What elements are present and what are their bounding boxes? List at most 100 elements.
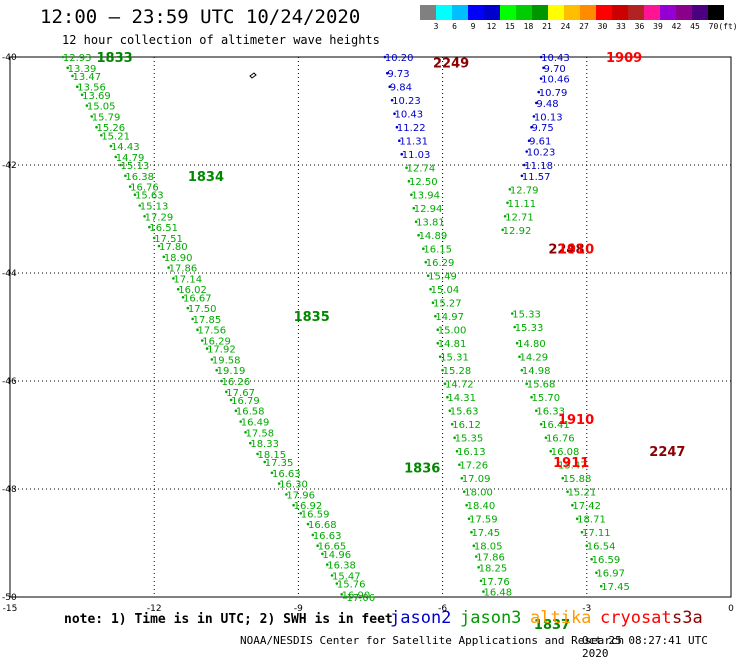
data-label-jason3: 16.49 [241,418,270,429]
data-point-jason3 [446,395,449,399]
data-label-jason3: 19.19 [217,366,246,377]
track-time-label: 1834 [188,170,224,185]
data-point-jason3 [321,552,324,556]
data-label-jason3: 18.15 [258,450,287,461]
data-label-jason3: 17.45 [471,528,500,539]
data-label-jason3: 14.31 [447,393,476,404]
data-label-jason3: 15.47 [332,571,361,582]
data-label-jason3: 15.63 [135,191,164,202]
track-time-label: 2248 [548,243,584,258]
color-bar-label: 18 [523,22,534,31]
data-label-jason3: 15.88 [563,474,592,485]
data-point-jason3 [138,204,142,207]
data-label-jason3: 16.76 [130,183,159,194]
data-label-jason3: 17.09 [462,474,491,485]
color-bar-swatch [660,5,676,20]
data-point-jason3 [599,584,603,588]
data-label-jason3: 16.41 [541,420,570,431]
data-label-jason3: 16.76 [546,434,575,445]
data-point-jason3 [513,325,516,329]
data-label-jason3: 16.38 [327,561,356,572]
data-label-jason2: 9.73 [387,69,409,80]
data-label-jason2: 9.84 [390,83,412,94]
y-tick-label: -40 [2,53,17,63]
data-point-jason3 [518,355,521,359]
data-label-jason3: 17.58 [246,428,275,439]
data-point-jason3 [200,339,204,342]
data-label-jason3: 16.58 [236,407,265,418]
data-point-jason3 [414,220,418,223]
data-point-jason3 [549,449,553,453]
satellite-legend-altika: altika [530,608,592,628]
data-label-jason3: 14.29 [520,353,549,364]
data-label-jason3: 15.63 [450,407,479,418]
data-label-jason3: 18.00 [464,488,493,499]
data-label-jason3: 17.51 [154,234,183,245]
data-point-jason3 [196,328,199,332]
data-point-jason3 [410,193,413,196]
data-label-jason3: 12.74 [407,164,436,175]
color-bar-swatch [548,5,564,20]
color-bar-swatch [420,5,436,20]
data-point-jason3 [234,409,238,413]
data-point-jason3 [263,460,267,464]
data-label-jason3: 16.63 [272,469,301,480]
color-bar-label: 70 [708,22,719,31]
data-label-jason3: 18.25 [479,563,508,574]
chart-title: 12:00 – 23:59 UTC 10/24/2020 [40,6,361,28]
data-point-jason3 [580,530,584,534]
data-point-jason2 [542,66,545,70]
data-label-jason3: 15.33 [512,310,541,321]
data-point-jason3 [345,595,348,599]
data-point-jason3 [157,244,161,248]
data-label-jason3: 18.71 [577,515,606,526]
data-label-jason2: 9.48 [536,99,558,110]
color-bar-swatch [612,5,628,20]
data-point-jason3 [75,85,79,88]
data-label-jason3: 14.43 [111,142,140,153]
data-point-jason2 [537,90,541,94]
color-bar-swatch [596,5,612,20]
footer-timestamp: Oct 25 08:27:41 UTC 2020 [582,634,708,660]
color-bar-label: 24 [560,22,571,31]
color-bar-label: 36 [634,22,645,31]
data-point-jason3 [148,225,151,229]
data-label-jason3: 16.12 [452,420,481,431]
data-label-jason3: 16.08 [551,447,580,458]
data-point-jason2 [539,55,543,59]
color-bar-label: 21 [542,22,552,31]
data-label-jason2: 11.31 [399,137,428,148]
data-label-jason3: 16.92 [294,501,323,512]
color-bar-swatch [532,5,548,20]
data-label-jason3: 13.39 [68,64,97,75]
data-point-jason3 [422,247,425,250]
data-label-jason3: 15.33 [515,323,544,334]
data-label-jason3: 12.94 [414,204,443,215]
data-label-jason3: 17.56 [197,326,226,337]
data-label-jason3: 15.28 [443,366,472,377]
data-point-jason3 [453,436,456,440]
data-point-jason3 [561,476,565,480]
data-label-jason2: 10.23 [392,96,421,107]
data-point-jason3 [482,590,485,593]
color-bar-label: 30 [597,22,608,31]
data-point-jason3 [472,544,476,547]
data-point-jason3 [436,328,440,332]
data-point-jason3 [474,555,478,558]
data-label-jason3: 12.93 [63,53,92,64]
data-label-jason3: 17.92 [207,345,236,356]
y-tick-label: -46 [2,377,17,387]
color-bar-swatch [516,5,532,20]
data-point-jason3 [225,390,228,394]
data-point-jason3 [458,463,461,467]
data-label-jason3: 14.80 [517,339,546,350]
data-point-jason3 [95,125,98,129]
data-point-jason3 [152,236,156,240]
island-outline [249,72,257,79]
data-label-jason2: 11.57 [522,172,551,183]
data-point-jason3 [128,185,132,188]
data-point-jason3 [530,395,533,399]
data-label-jason3: 16.02 [178,285,207,296]
color-bar-swatch [484,5,500,20]
data-point-jason3 [443,382,447,386]
